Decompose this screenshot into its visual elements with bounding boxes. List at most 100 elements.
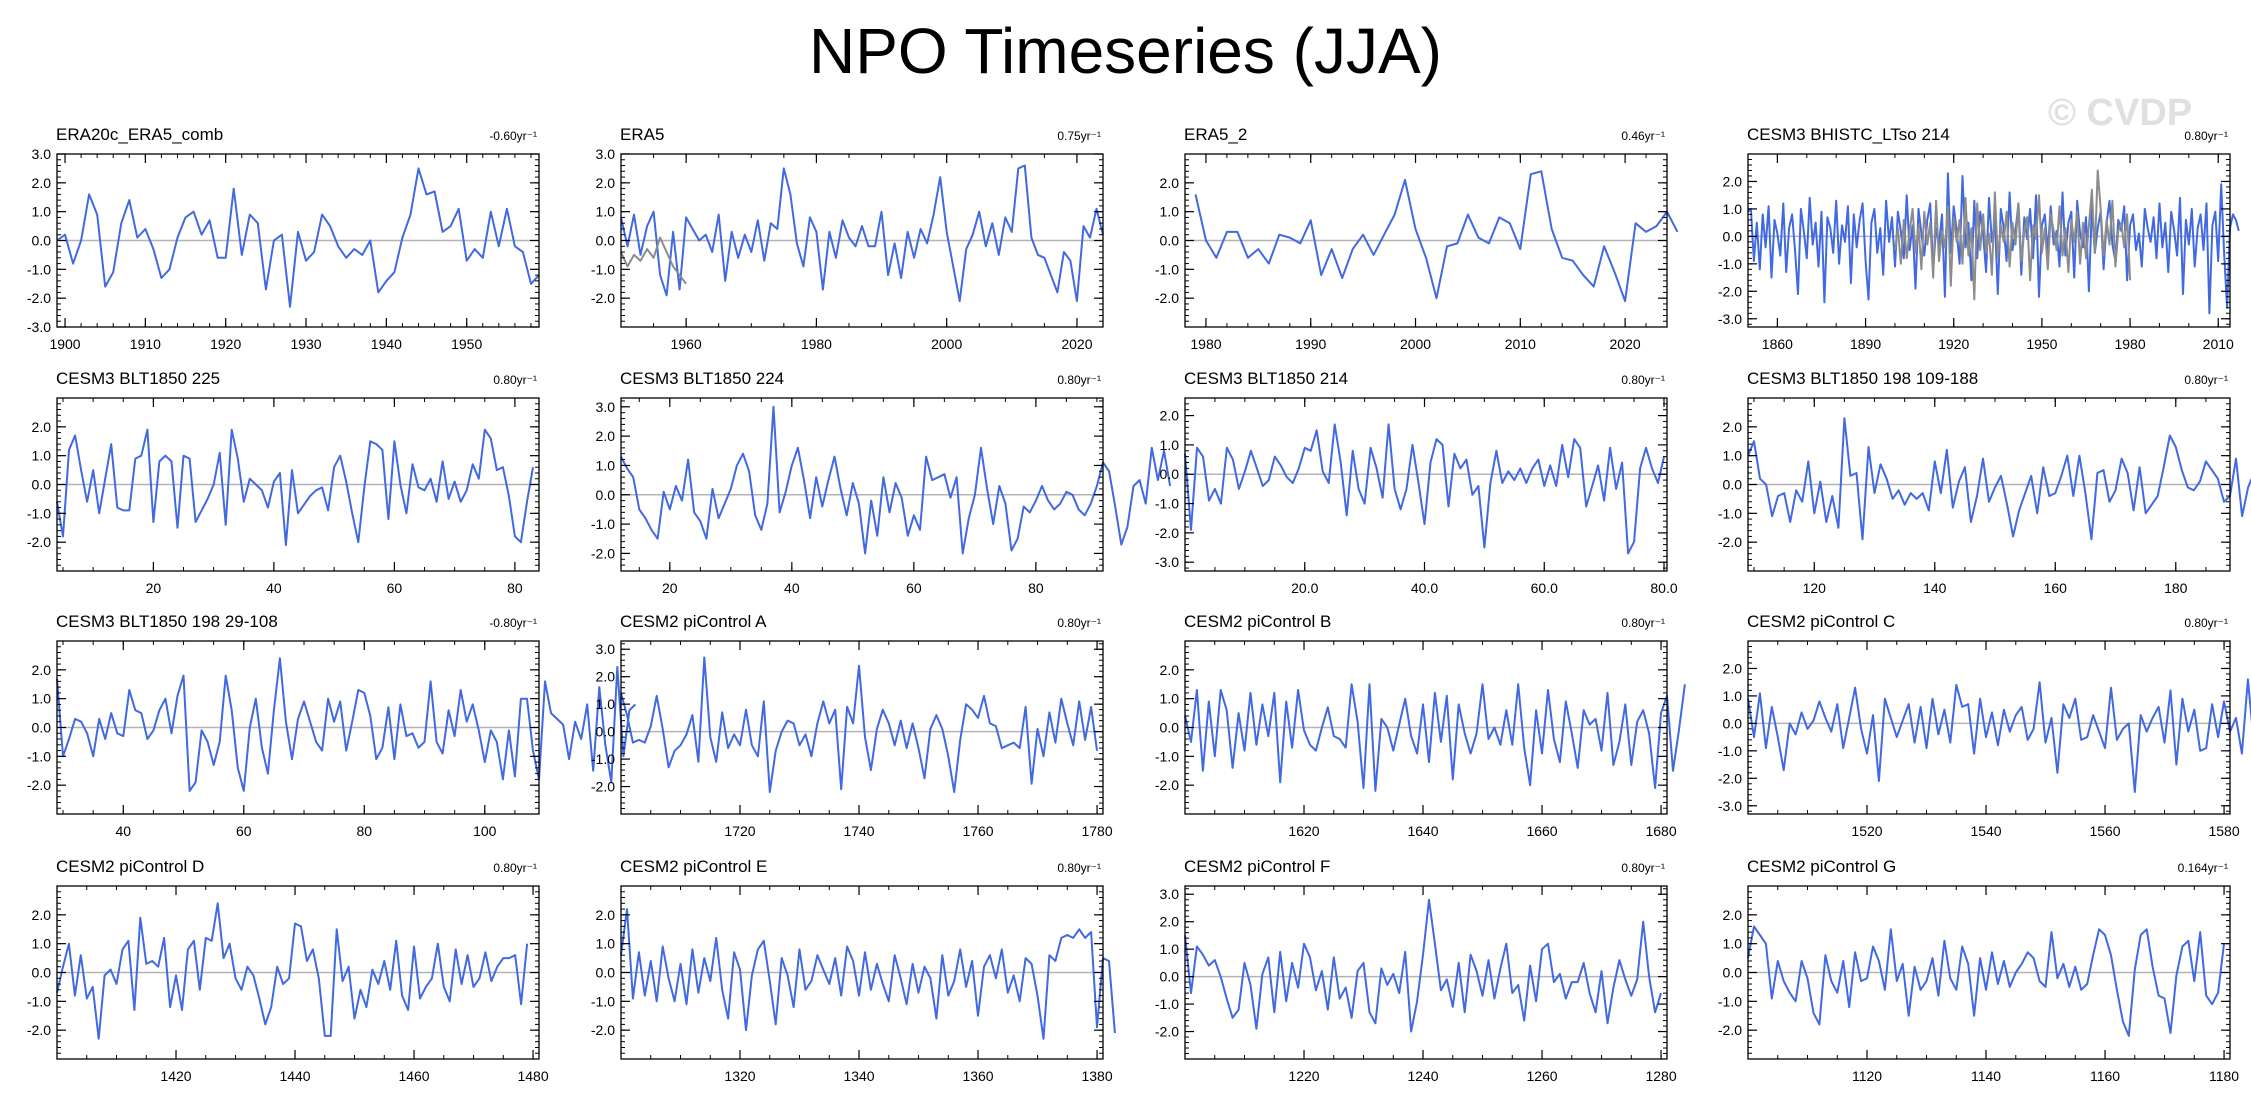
y-tick-label: 0.0	[1160, 233, 1180, 249]
y-tick-label: 0.0	[1160, 720, 1180, 736]
x-tick-label: 1580	[2208, 823, 2239, 839]
panel-title: CESM2 piControl F	[1184, 857, 1330, 876]
y-tick-label: -1.0	[27, 261, 51, 277]
y-tick-label: 0.0	[596, 965, 616, 981]
y-tick-label: 2.0	[596, 428, 616, 444]
chart-panel-4: CESM3 BHISTC_LTso 214 0.80yr⁻¹ -3.0 -2.0 -1.…	[1718, 125, 2240, 352]
series-line-2	[1894, 169, 2132, 301]
panel-title: CESM2 piControl B	[1184, 612, 1331, 631]
trend-annotation: 0.80yr⁻¹	[1621, 861, 1665, 875]
x-tick-label: 40	[115, 823, 131, 839]
panel-title: CESM2 piControl D	[56, 857, 204, 876]
panel-title: CESM3 BHISTC_LTso 214	[1747, 125, 1950, 144]
chart-panel-9: CESM3 BLT1850 198 29-108 -0.80yr⁻¹ -2.0 -1.…	[27, 612, 637, 839]
y-tick-label: 2.0	[596, 669, 616, 685]
series-line-1	[1184, 423, 1665, 555]
y-tick-label: 0.0	[1160, 466, 1180, 482]
chart-panel-8: CESM3 BLT1850 198 109-188 0.80yr⁻¹ -2.0 -1.…	[1718, 369, 2251, 596]
series-line-1	[1184, 898, 1662, 1033]
series-line-1	[620, 908, 1116, 1040]
chart-panel-10: CESM2 piControl A 0.80yr⁻¹ -2.0 -1.0 0.0 1.0 2…	[591, 612, 1113, 839]
series-line-1	[1184, 683, 1686, 792]
y-tick-label: 2.0	[1160, 175, 1180, 191]
trend-annotation: 0.75yr⁻¹	[1057, 129, 1101, 143]
trend-annotation: 0.80yr⁻¹	[1057, 861, 1101, 875]
y-tick-label: -1.0	[1155, 996, 1179, 1012]
x-tick-label: 1860	[1762, 336, 1793, 352]
x-tick-label: 1140	[1971, 1068, 2001, 1084]
x-tick-label: 60	[906, 580, 922, 596]
x-tick-label: 60	[387, 580, 403, 596]
y-tick-label: 2.0	[596, 175, 616, 191]
x-tick-label: 1990	[1295, 336, 1326, 352]
plot-frame	[1184, 397, 1668, 572]
x-tick-label: 1720	[724, 823, 755, 839]
chart-panel-5: CESM3 BLT1850 225 0.80yr⁻¹ -2.0 -1.0 0.0 1.0 2…	[27, 369, 540, 596]
x-tick-label: 20.0	[1291, 580, 1318, 596]
y-tick-label: 1.0	[32, 936, 52, 952]
y-tick-label: 1.0	[1723, 201, 1743, 217]
y-tick-label: 2.0	[1160, 662, 1180, 678]
y-tick-label: -2.0	[1718, 283, 1742, 299]
panel-title: CESM2 piControl C	[1747, 612, 1895, 631]
x-tick-label: 1920	[1938, 336, 1969, 352]
y-tick-label: -1.0	[1718, 993, 1742, 1009]
panel-title: ERA5	[620, 125, 664, 144]
series-line-1	[56, 428, 534, 546]
chart-panel-12: CESM2 piControl C 0.80yr⁻¹ -3.0 -2.0 -1.0 0.0…	[1718, 612, 2251, 839]
x-tick-label: 60	[236, 823, 252, 839]
y-tick-label: -1.0	[27, 993, 51, 1009]
series-line-1	[620, 656, 1098, 793]
y-tick-label: 2.0	[32, 175, 52, 191]
x-tick-label: 1930	[290, 336, 321, 352]
plot-frame	[620, 640, 1104, 815]
x-tick-label: 1380	[1081, 1068, 1112, 1084]
y-tick-label: 1.0	[596, 936, 616, 952]
panel-title: CESM3 BLT1850 198 109-188	[1747, 369, 1978, 388]
y-tick-label: 1.0	[1160, 941, 1180, 957]
x-tick-label: 1180	[2209, 1068, 2239, 1084]
y-tick-label: -3.0	[1718, 798, 1742, 814]
y-tick-label: 3.0	[596, 641, 616, 657]
y-tick-label: 0.0	[596, 233, 616, 249]
x-tick-label: 20	[146, 580, 162, 596]
x-tick-label: 1120	[1852, 1068, 1882, 1084]
y-tick-label: 3.0	[596, 146, 616, 162]
y-tick-label: -2.0	[591, 1022, 615, 1038]
x-tick-label: 1910	[130, 336, 161, 352]
trend-annotation: 0.80yr⁻¹	[2184, 129, 2228, 143]
y-tick-label: 2.0	[596, 907, 616, 923]
x-tick-label: 2010	[2203, 336, 2234, 352]
y-tick-label: 3.0	[1160, 886, 1180, 902]
y-tick-label: 0.0	[1723, 715, 1743, 731]
x-tick-label: 1920	[210, 336, 241, 352]
y-tick-label: -2.0	[1155, 1024, 1179, 1040]
x-tick-label: 1420	[160, 1068, 191, 1084]
x-tick-label: 120	[1803, 580, 1827, 596]
x-tick-label: 1680	[1645, 823, 1676, 839]
y-tick-label: 0.0	[32, 965, 52, 981]
y-tick-label: -1.0	[1718, 256, 1742, 272]
series-line-1	[620, 164, 1104, 303]
y-tick-label: -1.0	[1155, 748, 1179, 764]
trend-annotation: 0.80yr⁻¹	[2184, 373, 2228, 387]
x-tick-label: 80	[1028, 580, 1044, 596]
y-tick-label: -1.0	[27, 505, 51, 521]
figure-title: NPO Timeseries (JJA)	[809, 15, 1442, 87]
x-tick-label: 1280	[1645, 1068, 1676, 1084]
x-tick-label: 80	[356, 823, 372, 839]
x-tick-label: 40	[784, 580, 800, 596]
x-tick-label: 1980	[2114, 336, 2145, 352]
series-line-1	[56, 167, 540, 308]
series-line-2	[620, 236, 687, 285]
y-tick-label: 2.0	[1160, 914, 1180, 930]
x-tick-label: 1620	[1288, 823, 1319, 839]
panel-title: CESM2 piControl G	[1747, 857, 1896, 876]
y-tick-label: 1.0	[596, 204, 616, 220]
y-tick-label: 0.0	[1723, 228, 1743, 244]
x-tick-label: 1160	[2090, 1068, 2120, 1084]
y-tick-label: 1.0	[1160, 437, 1180, 453]
y-tick-label: 2.0	[1723, 419, 1743, 435]
x-tick-label: 1980	[801, 336, 832, 352]
trend-annotation: 0.80yr⁻¹	[1621, 616, 1665, 630]
